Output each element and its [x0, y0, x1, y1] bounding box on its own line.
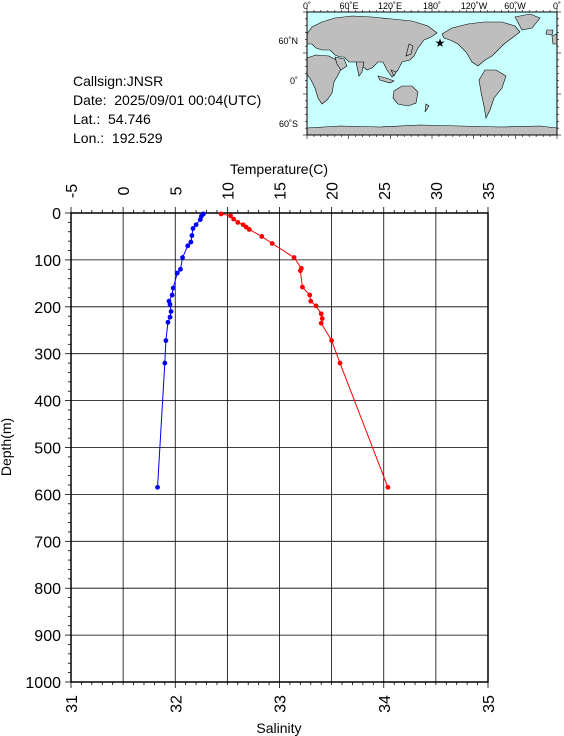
- salinity-tick-label: 33: [273, 695, 290, 713]
- salinity-point: [170, 285, 176, 291]
- salinity-axis-title: Salinity: [256, 720, 301, 736]
- map-lat-label: 60˚S: [279, 119, 298, 129]
- salinity-point: [162, 360, 168, 366]
- salinity-profile-line: [157, 213, 204, 488]
- temperature-point: [307, 292, 313, 298]
- salinity-point: [167, 302, 173, 307]
- depth-tick-label: 300: [34, 347, 61, 364]
- temperature-tick-label: 10: [220, 182, 237, 200]
- salinity-point: [163, 338, 169, 343]
- station-marker-icon: ★: [435, 36, 446, 50]
- temperature-point: [300, 284, 305, 290]
- chart-series: [155, 211, 391, 490]
- temperature-point: [318, 320, 324, 326]
- location-map: ★ 0˚ 60˚E 120˚E 180˚ 120˚W 60˚W 0˚ 60˚N …: [278, 1, 561, 139]
- salinity-point: [190, 226, 196, 231]
- salinity-point: [168, 309, 174, 314]
- chart-ticks: [65, 207, 489, 688]
- temperature-point: [291, 255, 297, 260]
- map-lon-label: 0˚: [303, 1, 311, 11]
- depth-tick-label: 200: [34, 300, 61, 317]
- date-text: Date: 2025/09/01 00:04(UTC): [73, 92, 262, 108]
- depth-tick-label: 700: [34, 534, 61, 551]
- salinity-point: [180, 255, 185, 260]
- temperature-point: [385, 484, 391, 490]
- temperature-point: [218, 211, 224, 217]
- salinity-point: [178, 266, 183, 272]
- map-lon-label: 0˚: [553, 1, 561, 11]
- temperature-tick-label: -5: [64, 184, 81, 198]
- depth-axis-title: Depth(m): [0, 418, 14, 476]
- map-lon-label: 180˚: [423, 1, 441, 11]
- salinity-point: [185, 243, 191, 249]
- temperature-point: [231, 216, 237, 222]
- depth-tick-label: 900: [34, 628, 61, 645]
- map-lat-label: 60˚N: [278, 36, 298, 46]
- temperature-tick-label: 25: [377, 182, 394, 200]
- temperature-point: [246, 227, 252, 232]
- depth-tick-label: 1000: [25, 675, 61, 692]
- longitude-text: Lon.: 192.529: [73, 130, 163, 146]
- temperature-point: [313, 303, 319, 309]
- depth-tick-label: 0: [52, 206, 61, 223]
- temperature-point: [269, 241, 275, 246]
- salinity-point: [155, 484, 160, 490]
- temperature-point: [337, 360, 343, 366]
- temperature-tick-label: 20: [325, 182, 342, 200]
- temperature-point: [235, 219, 241, 225]
- depth-tick-label: 100: [34, 253, 61, 270]
- callsign-text: Callsign:JNSR: [73, 73, 164, 89]
- temperature-tick-label: 0: [116, 186, 133, 195]
- map-lon-label: 60˚E: [339, 1, 358, 11]
- salinity-point: [189, 233, 195, 238]
- salinity-tick-label: 31: [64, 695, 81, 713]
- temperature-point: [228, 213, 233, 219]
- temperature-profile-line: [221, 213, 389, 488]
- map-lon-label: 120˚W: [461, 1, 488, 11]
- salinity-tick-label: 35: [481, 695, 498, 713]
- temperature-point: [297, 268, 303, 274]
- temperature-axis-title: Temperature(C): [230, 161, 328, 177]
- salinity-tick-label: 32: [168, 695, 185, 713]
- salinity-point: [174, 270, 180, 276]
- map-lat-label: 0˚: [290, 76, 298, 86]
- salinity-point: [167, 314, 173, 320]
- station-info: Callsign:JNSR Date: 2025/09/01 00:04(UTC…: [73, 72, 261, 148]
- temperature-tick-label: 5: [168, 186, 185, 195]
- salinity-point: [197, 217, 203, 222]
- chart-grid: [70, 212, 489, 683]
- depth-tick-label: 800: [34, 581, 61, 598]
- depth-tick-label: 400: [34, 394, 61, 411]
- temperature-tick-label: 35: [481, 182, 498, 200]
- map-land: [307, 13, 557, 135]
- salinity-tick-label: 34: [377, 695, 394, 713]
- temperature-point: [308, 298, 314, 304]
- salinity-point: [165, 319, 171, 325]
- latitude-text: Lat.: 54.746: [73, 111, 151, 127]
- temperature-tick-label: 30: [429, 182, 446, 200]
- temperature-point: [319, 316, 325, 321]
- temperature-point: [318, 311, 324, 317]
- salinity-point: [193, 222, 199, 228]
- salinity-point: [169, 292, 175, 298]
- depth-tick-label: 500: [34, 441, 61, 458]
- map-lon-label: 120˚E: [378, 1, 402, 11]
- map-ticks: [303, 8, 561, 139]
- temperature-point: [259, 234, 265, 239]
- map-lon-label: 60˚W: [504, 1, 526, 11]
- temperature-tick-label: 15: [273, 182, 290, 200]
- salinity-point: [188, 239, 194, 245]
- depth-tick-label: 600: [34, 487, 61, 504]
- temperature-point: [329, 338, 335, 343]
